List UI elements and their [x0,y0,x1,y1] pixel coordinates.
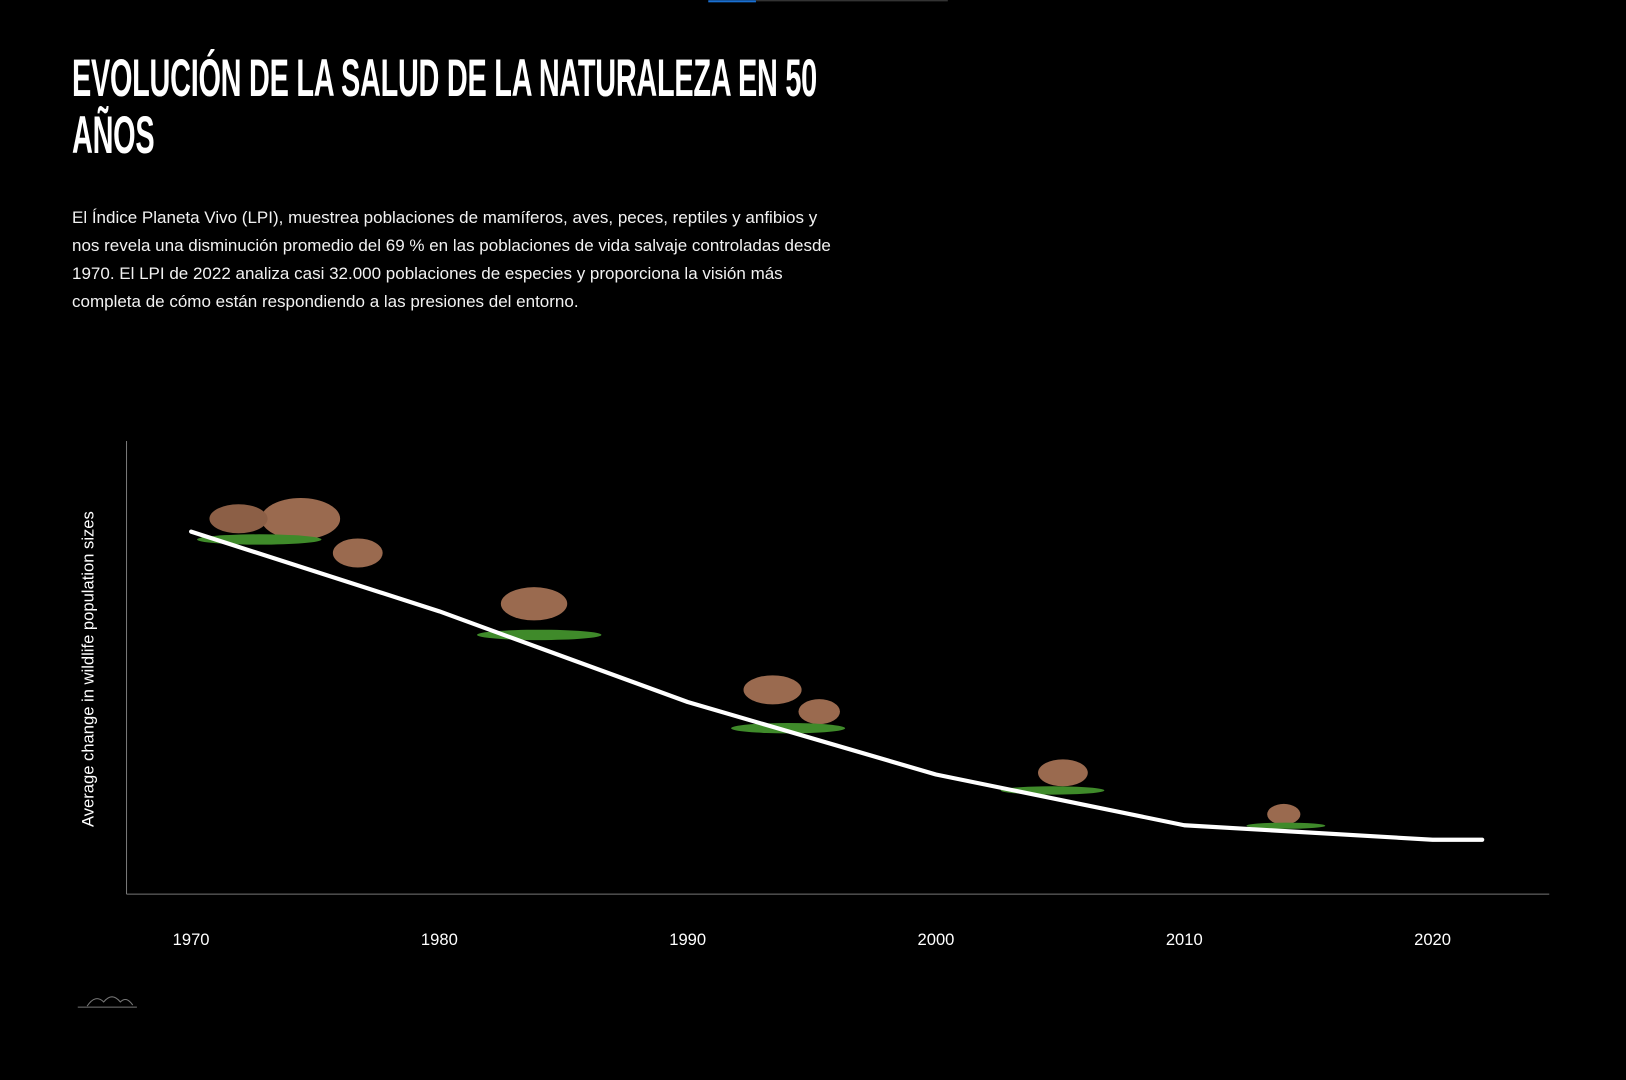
progress-active [708,0,756,3]
x-tick-label: 2000 [918,930,955,949]
x-tick-label: 2010 [1166,930,1203,949]
x-tick-label: 2020 [1414,930,1451,949]
progress-track [755,0,948,2]
x-tick-label: 1970 [173,930,210,949]
logo [77,996,137,1008]
y-axis-label: Average change in wildlife population si… [79,511,98,827]
x-tick-label: 1990 [669,930,706,949]
chart-subtitle: El Índice Planeta Vivo (LPI), muestrea p… [72,208,831,311]
chart-title: EVOLUCIÓN DE LA SALUD DE LA NATURALEZA E… [72,49,817,165]
line-series [188,529,1485,842]
animal-illustrations [197,498,1326,829]
x-tick-label: 1980 [421,930,458,949]
